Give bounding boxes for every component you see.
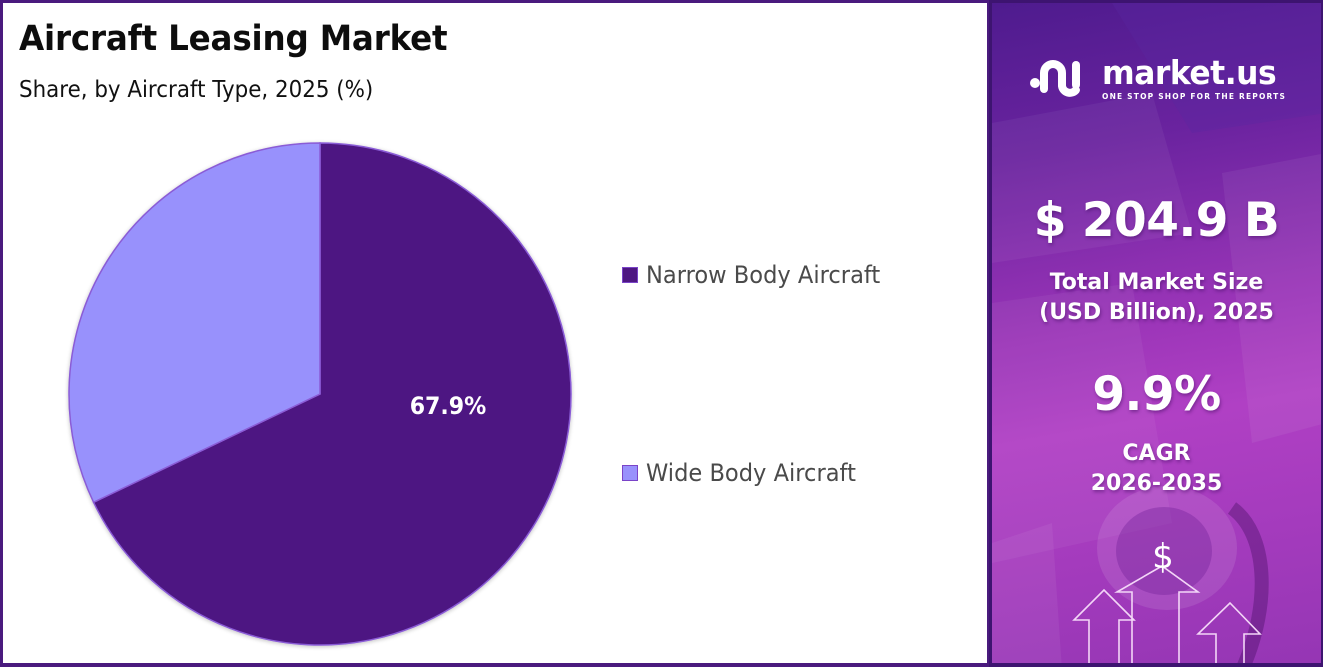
slice-wide-body <box>68 142 321 504</box>
dollar-icon: $ <box>1152 537 1174 577</box>
summary-panel: market.us ONE STOP SHOP FOR THE REPORTS … <box>989 0 1323 667</box>
slice-label-narrow-body: 67.9% <box>409 392 487 420</box>
market-size-value: $ 204.9 B <box>1033 193 1280 248</box>
legend-label-narrow-body: Narrow Body Aircraft <box>646 261 881 289</box>
legend-item-wide-body: Wide Body Aircraft <box>622 459 869 487</box>
chart-title: Aircraft Leasing Market <box>19 19 448 59</box>
pie-chart: 67.9% <box>68 142 572 646</box>
slice-narrow-body <box>92 142 572 646</box>
legend-item-narrow-body: Narrow Body Aircraft <box>622 261 895 289</box>
cagr-period: 2026-2035 <box>1090 471 1223 496</box>
market-size-label-line2: (USD Billion), 2025 <box>1039 300 1274 325</box>
brand-logo: market.us ONE STOP SHOP FOR THE REPORTS <box>1028 53 1286 103</box>
market-size-label-line1: Total Market Size <box>1049 270 1264 295</box>
legend-swatch-narrow-body <box>622 267 638 283</box>
cagr-label: CAGR <box>1122 441 1191 466</box>
brand-tagline: ONE STOP SHOP FOR THE REPORTS <box>1102 91 1287 101</box>
brand-name: market.us <box>1102 52 1277 92</box>
growth-arrows-icon: $ <box>1072 537 1262 663</box>
chart-subtitle: Share, by Aircraft Type, 2025 (%) <box>19 77 374 103</box>
cagr-value: 9.9% <box>1092 367 1221 422</box>
legend-swatch-wide-body <box>622 465 638 481</box>
legend-label-wide-body: Wide Body Aircraft <box>646 459 856 487</box>
market-us-logo-icon <box>1030 60 1080 97</box>
